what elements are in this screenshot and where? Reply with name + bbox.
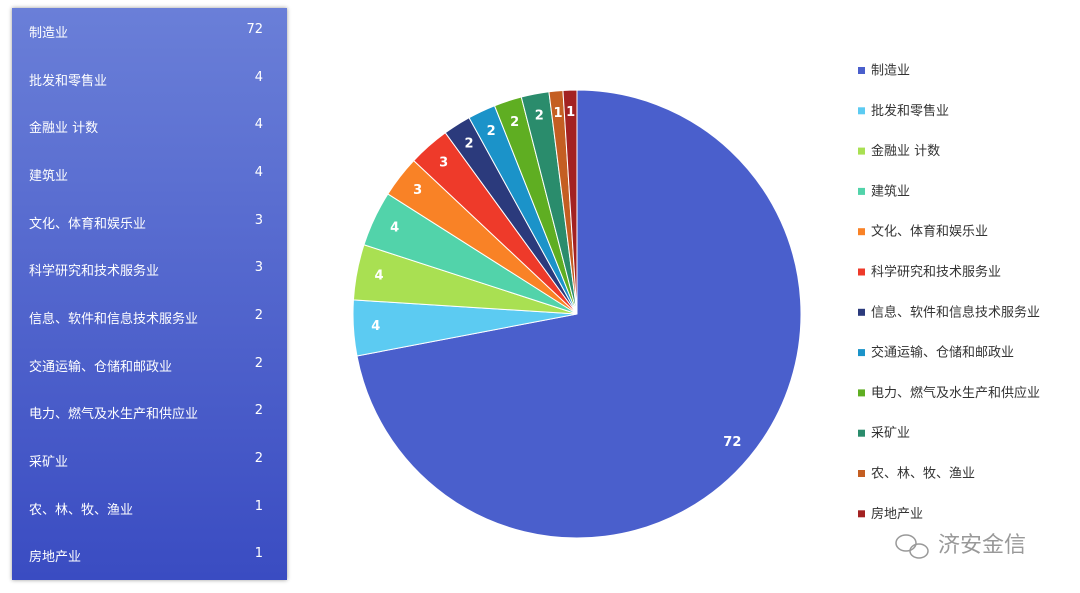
legend-label: 制造业 <box>871 64 910 79</box>
legend-marker <box>858 107 865 115</box>
row-label: 建筑业 <box>29 168 69 184</box>
data-label: 3 <box>439 155 448 170</box>
legend-label: 金融业 计数 <box>871 143 940 159</box>
row-value: 72 <box>246 21 263 37</box>
legend-marker <box>858 308 865 316</box>
row-value: 4 <box>254 117 263 133</box>
legend-marker <box>858 187 865 195</box>
table-row: 制造业 72 <box>12 22 287 42</box>
row-label: 科学研究和技术服务业 <box>29 264 160 280</box>
row-value: 2 <box>254 450 263 466</box>
table-row: 房地产业 1 <box>12 546 287 566</box>
watermark-icon <box>895 534 929 559</box>
row-label: 金融业 计数 <box>29 121 99 137</box>
pie-slice <box>356 89 802 539</box>
row-label: 制造业 <box>29 25 69 41</box>
data-label: 2 <box>510 115 519 130</box>
row-label: 文化、体育和娱乐业 <box>29 216 147 232</box>
table-row: 农、林、牧、渔业 1 <box>12 499 287 519</box>
row-value: 3 <box>254 212 263 228</box>
legend-label: 科学研究和技术服务业 <box>871 264 1001 280</box>
row-label: 交通运输、仓储和邮政业 <box>29 359 173 375</box>
table-row: 金融业 计数 4 <box>12 117 287 137</box>
data-label: 4 <box>371 319 380 334</box>
data-label: 4 <box>390 221 399 236</box>
row-value: 2 <box>254 355 263 371</box>
row-value: 1 <box>254 498 263 514</box>
watermark: 济安金信 <box>938 533 1026 558</box>
data-label: 2 <box>535 108 544 123</box>
row-label: 批发和零售业 <box>29 73 108 89</box>
legend-marker <box>858 389 865 397</box>
legend-label: 建筑业 <box>871 183 910 199</box>
row-value: 2 <box>254 307 263 323</box>
pie-slice <box>562 89 578 315</box>
data-label: 3 <box>413 183 422 198</box>
row-label: 采矿业 <box>29 454 69 470</box>
row-value: 1 <box>254 546 263 562</box>
legend-label: 采矿业 <box>871 426 910 441</box>
row-value: 4 <box>254 69 263 85</box>
row-value: 3 <box>254 260 263 276</box>
table-row: 信息、软件和信息技术服务业 2 <box>12 308 287 328</box>
legend-label: 信息、软件和信息技术服务业 <box>871 304 1040 320</box>
legend-marker <box>858 228 865 236</box>
legend-label: 文化、体育和娱乐业 <box>871 224 988 240</box>
legend-label: 电力、燃气及水生产和供应业 <box>871 385 1040 401</box>
legend-marker <box>858 268 865 276</box>
legend-marker <box>858 429 865 437</box>
table-row: 采矿业 2 <box>12 451 287 471</box>
legend-label: 农、林、牧、渔业 <box>871 467 975 482</box>
legend-label: 房地产业 <box>871 506 923 522</box>
legend-marker <box>858 510 865 518</box>
table-row: 科学研究和技术服务业 3 <box>12 260 287 280</box>
table-row: 批发和零售业 4 <box>12 70 287 90</box>
table-row: 建筑业 4 <box>12 165 287 185</box>
row-label: 电力、燃气及水生产和供应业 <box>29 407 199 423</box>
row-label: 信息、软件和信息技术服务业 <box>29 311 199 327</box>
data-label: 4 <box>374 269 383 284</box>
legend-marker <box>858 67 865 74</box>
table-row: 文化、体育和娱乐业 3 <box>12 213 287 233</box>
row-value: 2 <box>254 403 263 419</box>
legend-label: 批发和零售业 <box>871 103 949 119</box>
table-row: 交通运输、仓储和邮政业 2 <box>12 356 287 376</box>
data-label: 2 <box>464 136 473 151</box>
data-label: 1 <box>566 105 575 120</box>
data-label: 72 <box>723 435 741 450</box>
row-label: 农、林、牧、渔业 <box>29 502 134 518</box>
row-value: 4 <box>254 164 263 180</box>
legend-marker <box>858 470 865 477</box>
data-table: 制造业 72 批发和零售业 4 金融业 计数 4 建筑业 4 文化、体育和娱乐业 3 科学研究和技术… <box>12 8 287 580</box>
row-label: 房地产业 <box>29 550 82 566</box>
legend-label: 交通运输、仓储和邮政业 <box>871 345 1014 361</box>
legend-marker <box>858 349 865 357</box>
data-label: 2 <box>487 124 496 139</box>
data-label: 1 <box>554 106 563 121</box>
legend-marker <box>858 147 865 155</box>
table-row: 电力、燃气及水生产和供应业 2 <box>12 403 287 423</box>
